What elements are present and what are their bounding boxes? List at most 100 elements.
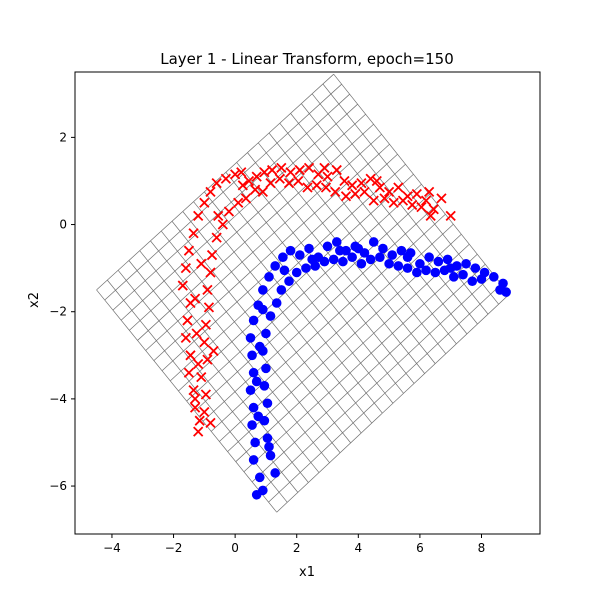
data-point-circle xyxy=(245,333,256,343)
data-point-x xyxy=(240,193,252,204)
data-point-x xyxy=(436,193,447,204)
data-point-x xyxy=(374,182,386,193)
mesh-line xyxy=(225,172,404,394)
mesh-line xyxy=(236,162,415,384)
data-point-x xyxy=(217,219,228,230)
data-point-circle xyxy=(271,298,282,308)
data-point-circle xyxy=(402,263,413,273)
x-tick-label: 2 xyxy=(293,541,301,555)
data-point-x xyxy=(189,393,201,405)
data-point-circle xyxy=(248,367,259,378)
data-point-circle xyxy=(402,252,413,263)
data-point-circle xyxy=(384,258,394,269)
data-point-x xyxy=(203,302,215,313)
data-point-circle xyxy=(489,272,499,282)
data-point-x xyxy=(293,175,304,187)
data-point-x xyxy=(223,206,235,217)
axes: −4 −2 0 2 4 6 8 −6 −4 −2 0 2 xyxy=(49,71,541,555)
data-point-circle xyxy=(245,385,256,395)
data-point-circle xyxy=(247,350,257,361)
x-tick-label: −4 xyxy=(103,541,121,555)
data-point-x xyxy=(199,406,210,418)
data-point-x xyxy=(200,389,212,400)
data-point-circle xyxy=(458,269,468,280)
data-point-x xyxy=(319,162,330,174)
data-point-circle xyxy=(295,250,305,260)
mesh-line xyxy=(194,193,430,412)
data-point-x xyxy=(276,162,287,174)
data-point-circle xyxy=(254,341,265,352)
data-point-x xyxy=(193,358,204,370)
data-point-circle xyxy=(291,267,302,278)
data-point-circle xyxy=(495,285,505,295)
data-point-circle xyxy=(442,254,453,265)
data-point-circle xyxy=(328,254,339,265)
data-point-x xyxy=(388,197,399,208)
data-point-x xyxy=(265,178,276,189)
data-point-circle xyxy=(331,237,342,247)
data-point-x xyxy=(213,210,224,221)
data-point-x xyxy=(257,186,268,197)
data-point-x xyxy=(211,178,222,189)
plot-frame xyxy=(74,71,541,535)
x-tick-label: 6 xyxy=(416,541,424,555)
data-point-x xyxy=(206,249,218,261)
data-point-circle xyxy=(251,376,262,387)
data-point-x xyxy=(194,415,205,426)
data-point-x xyxy=(311,180,322,191)
data-point-circle xyxy=(270,261,280,271)
data-point-x xyxy=(229,169,241,180)
y-axis-label: x2 xyxy=(27,292,42,308)
data-point-x xyxy=(243,175,255,187)
data-point-circle xyxy=(285,245,296,256)
mesh-line xyxy=(268,284,502,503)
mesh-line xyxy=(290,113,468,335)
data-point-circle xyxy=(265,450,276,461)
data-point-x xyxy=(180,262,191,274)
data-point-circle xyxy=(375,252,385,263)
data-point-x xyxy=(383,186,395,197)
data-point-x xyxy=(303,162,315,174)
data-point-circle xyxy=(248,315,259,326)
data-point-circle xyxy=(284,276,294,287)
data-point-x xyxy=(199,337,210,348)
data-point-x xyxy=(202,284,213,296)
data-point-circle xyxy=(270,468,280,478)
data-point-circle xyxy=(322,241,333,252)
mesh-line xyxy=(202,203,438,422)
mesh-line xyxy=(219,223,454,442)
data-point-x xyxy=(189,402,201,413)
data-point-circle xyxy=(433,256,444,267)
data-point-circle xyxy=(301,263,311,273)
data-point-circle xyxy=(476,274,487,284)
data-point-x xyxy=(250,184,261,195)
data-point-x xyxy=(356,178,367,189)
data-point-x xyxy=(294,164,305,176)
data-point-circle xyxy=(387,250,397,260)
y-tick-label: 2 xyxy=(59,130,67,144)
mesh-line xyxy=(260,274,494,493)
data-point-x xyxy=(193,210,204,221)
x-tick-label: 0 xyxy=(231,541,239,555)
data-point-circle xyxy=(258,485,268,496)
data-point-x xyxy=(180,332,191,344)
y-tick-label: −4 xyxy=(49,392,67,406)
data-point-x xyxy=(185,350,196,361)
data-point-circle xyxy=(412,267,422,278)
data-point-x xyxy=(397,195,409,206)
data-point-circle xyxy=(276,285,287,295)
data-point-x xyxy=(302,182,313,193)
data-point-x xyxy=(183,245,195,256)
data-point-circle xyxy=(319,256,330,267)
data-point-x xyxy=(322,171,333,182)
data-point-x xyxy=(425,210,436,221)
data-point-x xyxy=(208,345,219,357)
data-point-circle xyxy=(356,258,367,269)
data-point-x xyxy=(379,193,390,204)
data-point-x xyxy=(416,201,427,213)
data-point-circle xyxy=(365,254,376,265)
data-point-x xyxy=(407,199,418,211)
data-point-circle xyxy=(261,363,271,374)
data-point-x xyxy=(259,167,270,178)
data-point-circle xyxy=(304,243,314,254)
